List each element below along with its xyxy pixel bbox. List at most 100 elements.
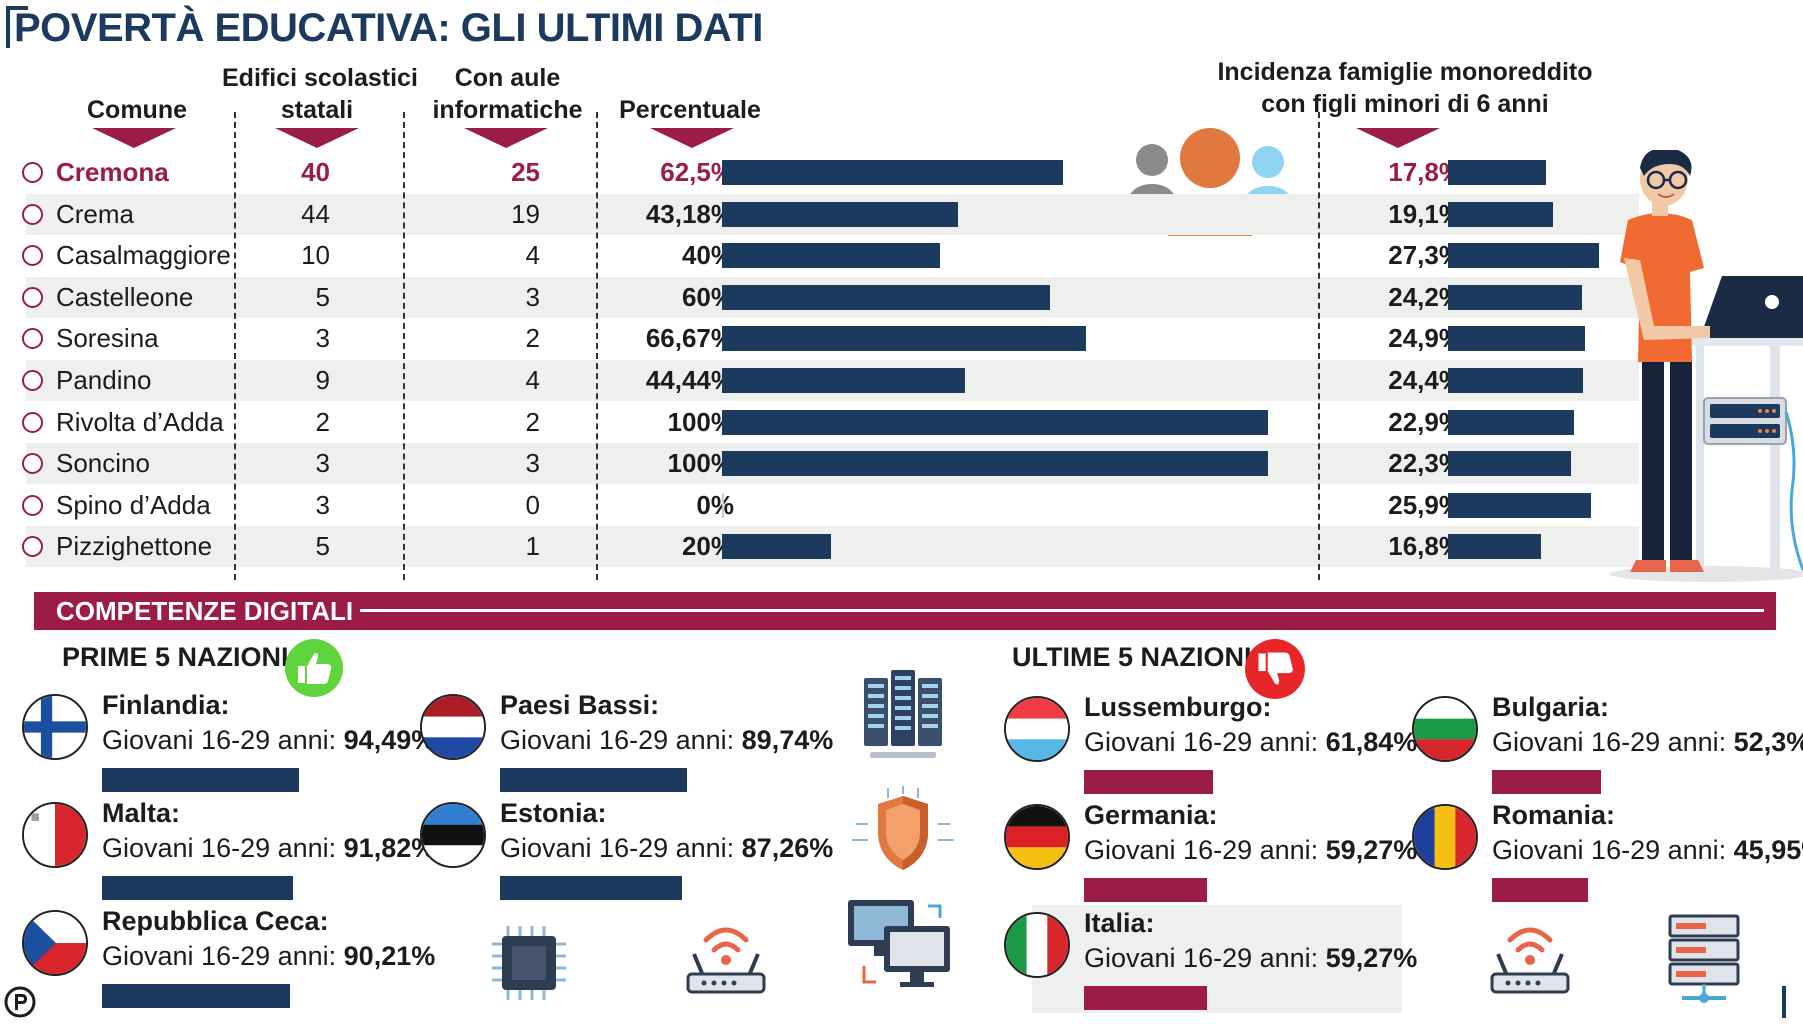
percentuale-bar — [722, 451, 1268, 477]
comune-name: Soncino — [56, 448, 150, 479]
edifici-value: 10 — [301, 240, 330, 271]
country-stat-line: Giovani 16-29 anni: 90,21% — [102, 938, 435, 974]
country-value-bar — [1492, 770, 1601, 794]
estonia-flag-icon — [420, 802, 486, 868]
table-row: Soresina 3 2 66,67% 24,9% — [22, 318, 1639, 359]
row-radio-icon[interactable] — [22, 411, 43, 433]
percentuale-bar — [722, 160, 1064, 185]
row-radio-icon[interactable] — [22, 162, 43, 183]
incidenza-label: 22,9% — [1388, 406, 1462, 437]
incidenza-bar — [1448, 326, 1586, 352]
incidenza-label: 22,3% — [1388, 448, 1462, 479]
percentuale-bar — [722, 284, 1050, 310]
row-radio-icon[interactable] — [22, 328, 43, 350]
percentuale-label: 100% — [667, 406, 735, 437]
header-incidenza-line1: Incidenza famiglie monoreddito — [1217, 58, 1593, 86]
percentuale-bar — [722, 409, 1268, 435]
edifici-value: 5 — [315, 281, 330, 312]
incidenza-label: 24,4% — [1388, 365, 1462, 395]
country-stat-line: Giovani 16-29 anni: 94,49% — [102, 722, 435, 758]
incidenza-bar — [1448, 409, 1575, 435]
row-radio-icon[interactable] — [22, 286, 43, 308]
incidenza-label: 25,9% — [1388, 489, 1462, 520]
czech-flag-icon — [22, 910, 88, 976]
security-shield-icon — [852, 786, 954, 870]
incidenza-bar — [1448, 243, 1599, 269]
corner-mark-right — [1782, 986, 1786, 1018]
stat-prefix: Giovani 16-29 anni: — [102, 833, 344, 863]
header-incidenza-line2: con figli minori di 6 anni — [1261, 90, 1549, 118]
aule-value: 3 — [525, 281, 540, 312]
stat-value: 59,27% — [1325, 835, 1418, 865]
header-comune: Comune — [87, 96, 187, 124]
aule-value: 0 — [525, 489, 540, 520]
header-aule-arrow — [464, 128, 548, 148]
table-row: Pizzighettone 5 1 20% 16,8% — [22, 526, 1639, 568]
country-value-bar — [500, 768, 687, 792]
header-incidenza-arrow — [1356, 128, 1440, 148]
country-card: Repubblica Ceca: Giovani 16-29 anni: 90,2… — [22, 904, 462, 1008]
country-name: Finlandia: — [102, 690, 230, 720]
stat-value: 61,84% — [1325, 727, 1418, 757]
stat-value: 87,26% — [741, 833, 834, 863]
country-name: Paesi Bassi: — [500, 690, 660, 720]
row-radio-icon[interactable] — [22, 453, 43, 475]
header-percentuale: Percentuale — [619, 96, 761, 124]
country-stat-line: Giovani 16-29 anni: 89,74% — [500, 722, 833, 758]
country-card: Romania:Giovani 16-29 anni: 45,95% — [1412, 798, 1803, 902]
server-stack-icon — [1668, 914, 1740, 1003]
edifici-value: 3 — [315, 323, 330, 354]
comune-name: Spino d’Adda — [56, 489, 211, 520]
country-card: Finlandia: Giovani 16-29 anni: 94,49% — [22, 688, 462, 792]
country-name: Lussemburgo: — [1084, 692, 1272, 722]
country-stat-line: Giovani 16-29 anni: 59,27% — [1084, 832, 1417, 868]
table-row: Spino d’Adda 3 0 0% 25,9% — [22, 485, 1639, 526]
bottom-nations-title: ULTIME 5 NAZIONI — [1012, 642, 1252, 672]
header-edifici-line2: statali — [280, 96, 354, 124]
comune-name: Casalmaggiore — [56, 240, 231, 271]
stat-value: 45,95% — [1733, 835, 1803, 865]
country-stat-line: Giovani 16-29 anni: 59,27% — [1084, 940, 1417, 976]
percentuale-label: 43,18% — [645, 198, 734, 229]
section-band-line — [360, 609, 1764, 612]
stat-value: 91,82% — [343, 833, 436, 863]
finland-flag-icon — [22, 694, 88, 760]
incidenza-label: 17,8% — [1388, 157, 1462, 187]
section-title: COMPETENZE DIGITALI — [56, 596, 354, 626]
row-radio-icon[interactable] — [22, 203, 43, 225]
country-value-bar — [102, 984, 290, 1008]
country-card: Germania: Giovani 16-29 anni: 59,27% — [1004, 798, 1444, 902]
comune-name: Pandino — [56, 365, 152, 395]
incidenza-bar — [1448, 492, 1591, 518]
incidenza-bar — [1448, 451, 1572, 477]
country-value-bar — [1084, 770, 1213, 794]
row-radio-icon[interactable] — [22, 370, 43, 391]
country-name: Romania: — [1492, 800, 1616, 830]
edifici-value: 2 — [315, 406, 330, 437]
table-row: Castelleone 5 3 60% 24,2% — [22, 276, 1639, 318]
incidenza-bar — [1448, 284, 1582, 310]
country-stat-line: Giovani 16-29 anni: 87,26% — [500, 830, 833, 866]
row-radio-icon[interactable] — [22, 245, 43, 267]
country-name: Estonia: — [500, 798, 607, 828]
luxembourg-flag-icon — [1004, 696, 1070, 762]
table-row: Casalmaggiore 10 4 40% 27,3% — [22, 235, 1639, 276]
aule-value: 25 — [511, 157, 540, 187]
comune-name: Crema — [56, 198, 135, 229]
table-row: Cremona 40 25 62,5% 17,8% — [22, 152, 1639, 193]
country-card: Italia: Giovani 16-29 anni: 59,27% — [1004, 906, 1444, 1010]
italy-flag-icon — [1004, 912, 1070, 978]
country-name: Malta: — [102, 798, 181, 828]
row-radio-icon[interactable] — [22, 536, 43, 558]
row-radio-icon[interactable] — [22, 494, 43, 516]
incidenza-bar — [1448, 201, 1554, 227]
wifi-router-icon-right — [1490, 927, 1570, 994]
percentuale-bar — [722, 368, 965, 393]
header-comune-arrow — [92, 128, 176, 148]
country-card: Malta: Giovani 16-29 anni: 91,82% — [22, 796, 462, 900]
country-value-bar — [102, 876, 293, 900]
aule-value: 4 — [525, 240, 540, 271]
stat-prefix: Giovani 16-29 anni: — [1492, 727, 1734, 757]
percentuale-bar — [722, 243, 941, 269]
country-value-bar — [1084, 878, 1208, 902]
